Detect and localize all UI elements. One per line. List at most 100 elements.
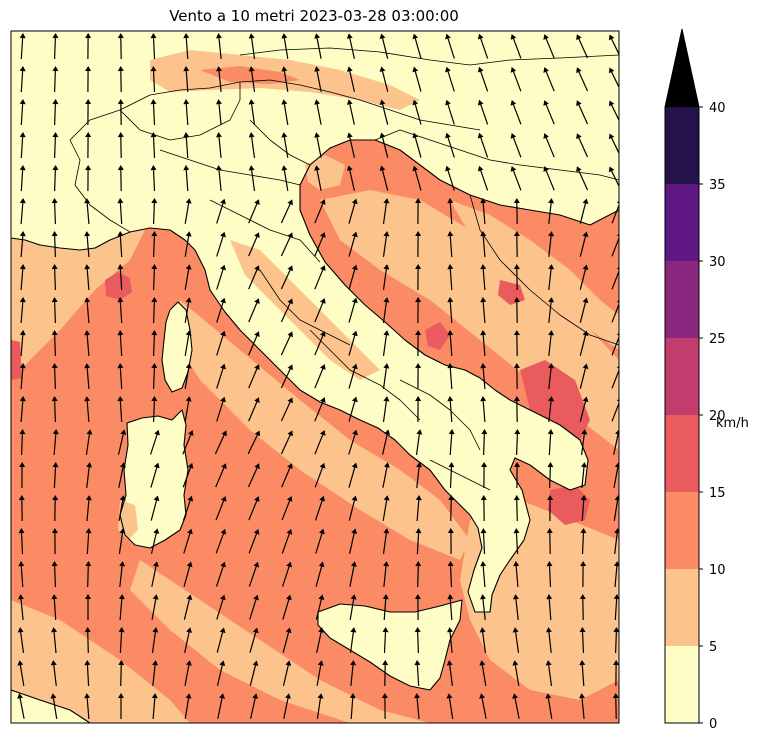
wind-arrow xyxy=(118,660,125,687)
wind-arrow xyxy=(314,99,322,125)
wind-arrow xyxy=(151,264,158,291)
coastline-sardinia xyxy=(119,409,189,549)
light-wind-venice-lagoon xyxy=(305,155,345,190)
wind-arrow xyxy=(19,429,26,456)
map-frame xyxy=(10,30,620,724)
wind-arrow xyxy=(281,463,293,488)
wind-arrow xyxy=(17,693,25,719)
wind-arrow xyxy=(513,528,520,555)
wind-arrow xyxy=(514,429,521,456)
wind-arrow xyxy=(314,364,326,389)
wind-arrow xyxy=(117,66,124,93)
wind-arrow xyxy=(280,331,293,356)
wind-arrow xyxy=(19,99,26,126)
wind-arrow xyxy=(346,66,355,92)
wind-arrow xyxy=(447,627,453,653)
wind-arrow xyxy=(382,627,389,654)
wind-arrow xyxy=(447,594,454,621)
wind-arrow xyxy=(479,627,487,653)
wind-arrow xyxy=(151,297,158,324)
wind-arrow xyxy=(447,297,454,324)
wind-vector-layer xyxy=(17,33,619,720)
wind-arrow xyxy=(414,627,421,654)
fresh-wind-patch-adriatic xyxy=(425,322,450,350)
wind-arrow xyxy=(382,594,389,621)
wind-arrow xyxy=(248,199,260,224)
wind-arrow xyxy=(52,132,59,159)
wind-arrow xyxy=(216,627,226,653)
wind-arrow xyxy=(283,693,291,719)
wind-arrow xyxy=(151,330,158,357)
wind-arrow xyxy=(481,462,488,489)
wind-arrow xyxy=(314,331,326,356)
wind-arrow xyxy=(613,495,619,521)
wind-arrow xyxy=(477,99,489,125)
fresh-wind-patch-ligurian xyxy=(105,272,132,300)
wind-arrow xyxy=(215,463,227,488)
wind-arrow xyxy=(280,199,293,224)
wind-arrow xyxy=(184,297,192,323)
wind-arrow xyxy=(608,166,619,188)
wind-arrow xyxy=(445,165,455,191)
fresh-wind-patch-ionian xyxy=(520,360,590,440)
wind-arrow xyxy=(184,693,192,719)
wind-arrow xyxy=(512,627,520,653)
wind-arrow xyxy=(184,330,192,356)
wind-arrow xyxy=(614,528,619,554)
wind-arrow xyxy=(84,660,91,687)
wind-arrow xyxy=(315,528,325,554)
wind-arrow xyxy=(546,594,553,621)
wind-arrow xyxy=(382,660,389,687)
wind-arrow xyxy=(548,396,555,422)
wind-arrow xyxy=(513,495,520,522)
wind-arrow xyxy=(151,627,159,653)
border-regional-4 xyxy=(309,329,421,421)
wind-arrow xyxy=(314,165,322,191)
wind-arrow xyxy=(579,627,586,654)
wind-arrow xyxy=(543,100,555,125)
wind-arrow xyxy=(613,462,619,488)
wind-arrow xyxy=(282,627,292,653)
wind-arrow xyxy=(579,396,589,422)
wind-arrow xyxy=(314,199,326,224)
wind-arrow xyxy=(150,528,160,554)
wind-arrow xyxy=(510,166,522,191)
wind-arrow xyxy=(215,561,226,587)
wind-arrow xyxy=(348,429,358,455)
moderate-wind-alps-peaks xyxy=(200,66,300,84)
wind-arrow xyxy=(51,396,58,423)
wind-arrow xyxy=(613,429,619,455)
wind-arrow xyxy=(184,264,192,290)
wind-arrow xyxy=(216,396,226,422)
wind-arrow xyxy=(118,495,126,521)
wind-arrow xyxy=(379,165,389,191)
wind-arrow xyxy=(576,67,589,92)
wind-arrow xyxy=(249,660,259,686)
wind-arrow xyxy=(510,100,522,125)
coastline-corsica xyxy=(161,301,193,393)
wind-arrow xyxy=(52,99,59,126)
wind-arrow xyxy=(84,330,91,357)
land-north-africa-tip xyxy=(11,690,90,723)
wind-arrow xyxy=(85,495,92,522)
wind-arrow xyxy=(576,100,589,125)
wind-arrow xyxy=(415,297,422,324)
wind-arrow xyxy=(348,297,358,323)
wind-arrow xyxy=(415,264,422,291)
wind-arrow xyxy=(51,231,58,258)
wind-arrow xyxy=(314,132,322,158)
wind-arrow xyxy=(117,363,124,390)
border-regional-1 xyxy=(159,149,301,186)
wind-arrow xyxy=(249,594,259,620)
wind-arrow xyxy=(348,198,358,224)
wind-arrow xyxy=(379,132,389,158)
wind-arrow xyxy=(548,231,555,257)
wind-arrow xyxy=(51,561,58,588)
wind-arrow xyxy=(280,430,293,455)
wind-arrow xyxy=(216,231,226,257)
wind-arrow xyxy=(613,627,619,654)
wind-arrow xyxy=(247,430,261,455)
wind-arrow xyxy=(151,693,158,720)
wind-arrow xyxy=(280,298,293,323)
wind-arrow xyxy=(447,264,454,291)
